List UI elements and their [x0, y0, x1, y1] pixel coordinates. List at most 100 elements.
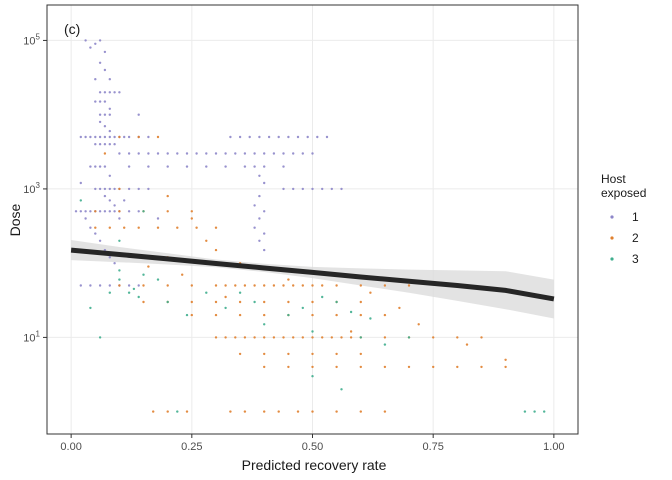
data-point — [103, 135, 107, 139]
data-point — [98, 284, 102, 287]
data-point — [137, 152, 140, 155]
data-point — [94, 143, 97, 146]
data-point — [301, 152, 304, 155]
data-point — [113, 210, 116, 213]
data-point — [113, 135, 116, 139]
data-point — [103, 187, 107, 191]
data-point — [321, 284, 324, 287]
data-point — [185, 152, 189, 155]
data-point — [123, 135, 126, 139]
data-point — [533, 410, 536, 413]
legend-label-3: 3 — [632, 252, 639, 266]
data-point — [234, 152, 237, 155]
data-point — [301, 336, 304, 339]
data-point — [89, 46, 92, 49]
data-point — [214, 284, 218, 287]
data-point — [108, 226, 112, 229]
legend-key-3 — [610, 257, 614, 261]
data-point — [137, 284, 140, 287]
data-point — [359, 352, 362, 356]
data-point — [94, 78, 97, 81]
data-point — [311, 284, 314, 287]
data-point — [84, 39, 87, 42]
data-point — [118, 187, 121, 191]
y-axis-ticks: 101 103 105 — [23, 32, 47, 344]
data-point — [258, 174, 261, 177]
data-point — [282, 152, 285, 155]
data-point — [98, 91, 102, 94]
data-point — [118, 269, 121, 272]
data-point — [103, 68, 107, 72]
data-point — [142, 284, 145, 287]
data-point — [103, 210, 107, 213]
y-axis-title: Dose — [7, 203, 23, 236]
data-point — [432, 336, 435, 339]
data-point — [359, 336, 362, 339]
data-point — [89, 226, 92, 229]
data-point — [79, 199, 83, 202]
data-point — [94, 226, 97, 229]
data-point — [369, 291, 372, 294]
data-point — [156, 152, 160, 155]
data-point — [306, 135, 309, 139]
data-point — [321, 336, 324, 339]
data-point — [98, 100, 102, 103]
x-tick-label: 0.50 — [302, 441, 323, 453]
trend-line — [70, 247, 555, 302]
data-point — [432, 365, 435, 369]
data-point — [311, 375, 314, 378]
x-tick-label: 0.75 — [422, 441, 443, 453]
data-point — [224, 284, 227, 287]
data-point — [94, 165, 97, 168]
data-point — [214, 336, 218, 339]
data-point — [137, 210, 140, 213]
data-point — [118, 91, 121, 94]
data-point — [243, 152, 247, 155]
data-point — [98, 239, 102, 242]
data-point — [272, 152, 276, 155]
data-point — [248, 135, 251, 139]
data-point — [258, 217, 261, 220]
data-point — [166, 152, 169, 155]
data-point — [98, 39, 102, 42]
data-point — [108, 187, 112, 191]
data-point — [137, 226, 140, 229]
data-point — [258, 194, 261, 198]
data-point — [147, 187, 150, 191]
data-point — [84, 217, 87, 220]
data-point — [282, 165, 285, 168]
data-point — [480, 365, 483, 369]
x-tick-label: 0.00 — [60, 441, 81, 453]
data-point — [79, 135, 83, 139]
data-point — [94, 42, 97, 45]
data-point — [330, 187, 333, 191]
data-point — [292, 152, 295, 155]
data-point — [166, 410, 169, 413]
data-point — [301, 284, 304, 287]
data-point — [238, 300, 242, 304]
data-point — [287, 135, 290, 139]
x-tick-label: 0.25 — [181, 441, 202, 453]
data-point — [103, 91, 107, 94]
data-point — [127, 187, 131, 191]
data-point — [238, 313, 242, 317]
data-point — [359, 300, 362, 304]
data-point — [166, 300, 169, 304]
data-point — [335, 300, 338, 304]
legend-entries: 1 2 3 — [610, 210, 639, 266]
data-point — [103, 113, 107, 116]
data-point — [142, 210, 145, 213]
data-point — [263, 181, 266, 185]
legend: Host exposed 1 2 3 — [601, 172, 646, 266]
data-point — [84, 210, 87, 213]
data-point — [94, 100, 97, 103]
data-point — [205, 152, 208, 155]
data-point — [166, 165, 169, 168]
data-point — [98, 187, 102, 191]
data-point — [504, 365, 507, 369]
data-point — [142, 273, 145, 276]
data-point — [287, 352, 290, 356]
data-point — [325, 135, 329, 139]
data-point — [335, 284, 338, 287]
data-point — [166, 284, 169, 287]
